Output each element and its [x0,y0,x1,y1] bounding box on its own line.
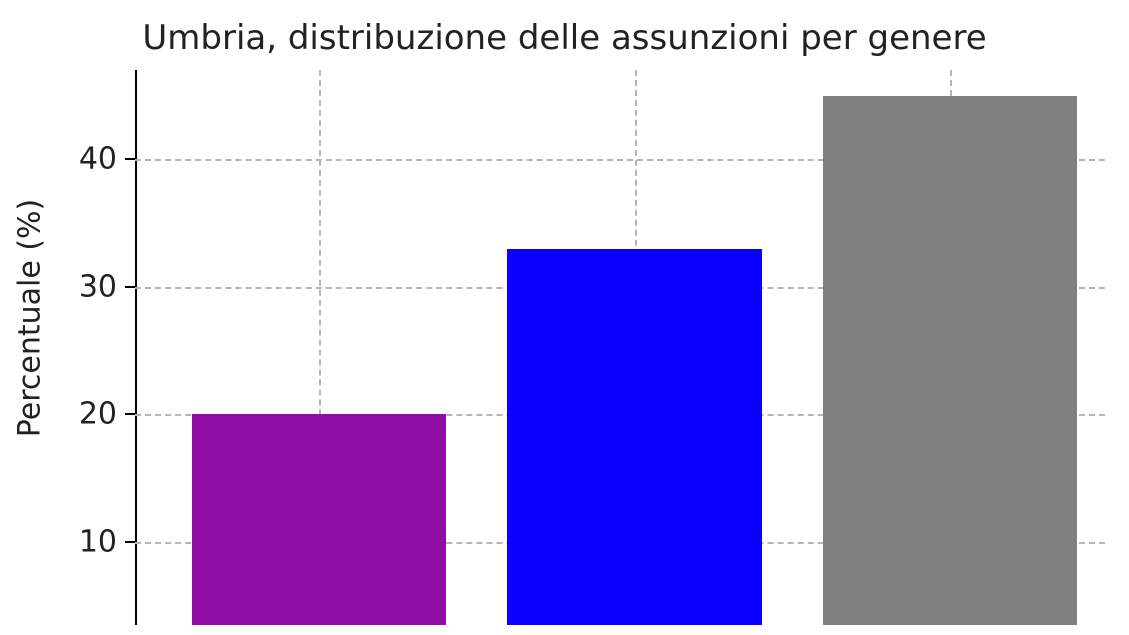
ytick-label: 20 [79,397,117,432]
ytick-mark [125,541,135,543]
ytick-mark [125,286,135,288]
ytick-label: 10 [79,525,117,560]
bar [823,96,1077,625]
ytick-mark [125,413,135,415]
ytick-label: 30 [79,269,117,304]
figure: Umbria, distribuzione delle assunzioni p… [0,0,1129,635]
bar [192,414,446,625]
bar [507,249,761,625]
chart-title: Umbria, distribuzione delle assunzioni p… [0,18,1129,58]
plot-area: 10203040 [135,70,1105,625]
y-axis-label: Percentuale (%) [13,198,48,437]
ytick-label: 40 [79,142,117,177]
ytick-mark [125,158,135,160]
